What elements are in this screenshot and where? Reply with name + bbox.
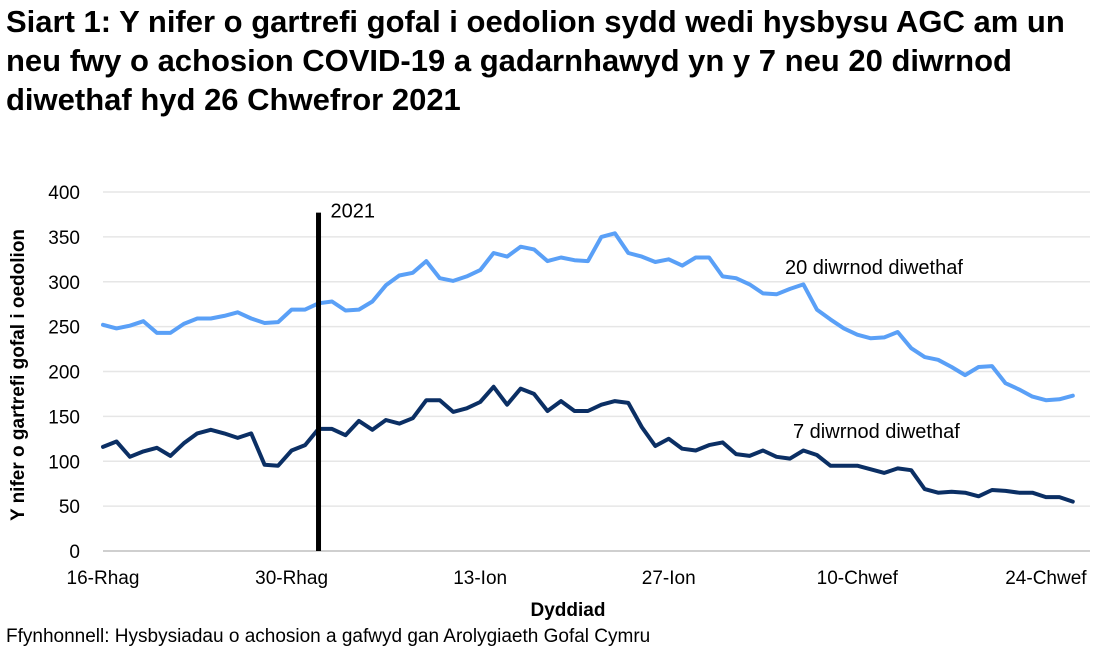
y-tick-label: 50 [59,497,80,518]
x-tick-label: 16-Rhag [67,568,140,589]
y-tick-label: 0 [69,542,80,563]
y-tick-label: 100 [48,452,80,473]
x-axis-ticks: 16-Rhag 30-Rhag 13-Ion 27-Ion 10-Chwef 24-Chw… [67,568,1088,589]
series-line-20-day [101,231,1075,403]
y-tick-label: 350 [48,228,80,249]
y-tick-label: 300 [48,273,80,294]
y-tick-label: 400 [48,183,80,204]
source-note: Ffynhonnell: Hysbysiadau o achosion a ga… [6,626,651,647]
y-axis-label: Y nifer o gartrefi gofal i oedolion [8,229,29,521]
series-line-7-day [101,384,1075,504]
x-tick-label: 30-Rhag [255,568,328,589]
x-tick-label: 27-Ion [642,568,696,589]
y-tick-label: 200 [48,363,80,384]
series-lines: 20 diwrnod diwethaf 7 diwrnod diwethaf [101,231,1075,504]
x-tick-label: 10-Chwef [817,568,899,589]
series-label: 20 diwrnod diwethaf [785,257,963,279]
y-axis-ticks: 0 50 100 150 200 250 300 350 400 [48,183,80,563]
x-axis-label: Dyddiad [531,600,606,621]
y-tick-label: 250 [48,318,80,339]
chart-title: Siart 1: Y nifer o gartrefi gofal i oedo… [6,4,1065,117]
annotation: 2021 [316,201,376,551]
x-tick-label: 13-Ion [453,568,507,589]
series-label: 7 diwrnod diwethaf [793,421,960,443]
gridlines [103,191,1090,552]
x-tick-label: 24-Chwef [1005,568,1087,589]
annotation-label: 2021 [331,201,376,223]
y-tick-label: 150 [48,407,80,428]
